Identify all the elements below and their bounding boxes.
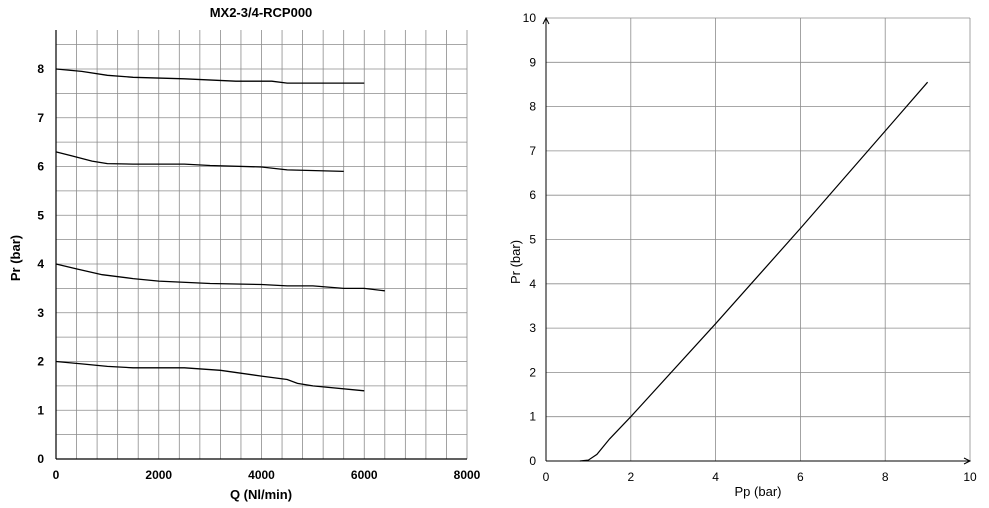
left-chart-x-tick-labels: 0 2000 4000 6000 8000 bbox=[53, 468, 481, 482]
right-y-tick-label: 9 bbox=[529, 55, 536, 69]
left-y-tick-label: 6 bbox=[37, 160, 44, 174]
right-y-tick-label: 0 bbox=[529, 454, 536, 468]
right-x-tick-label: 10 bbox=[963, 470, 977, 484]
left-chart-grid bbox=[55, 30, 468, 459]
left-chart-y-axis-label: Pr (bar) bbox=[8, 235, 23, 281]
right-chart-x-axis-label: Pp (bar) bbox=[735, 484, 782, 499]
right-chart-axes bbox=[542, 16, 972, 465]
right-y-axis-arrow bbox=[542, 16, 550, 25]
right-x-tick-label: 0 bbox=[543, 470, 550, 484]
left-chart-lines bbox=[55, 68, 385, 392]
right-y-tick-label: 3 bbox=[529, 321, 536, 335]
left-series-line bbox=[55, 360, 365, 392]
right-y-tick-label: 7 bbox=[529, 144, 536, 158]
left-y-tick-label: 7 bbox=[37, 111, 44, 125]
left-y-tick-label: 1 bbox=[37, 403, 44, 417]
left-y-tick-label: 0 bbox=[37, 452, 44, 466]
left-x-tick-label: 8000 bbox=[454, 468, 481, 482]
left-chart-title: MX2-3/4-RCP000 bbox=[210, 5, 313, 20]
right-y-tick-label: 6 bbox=[529, 188, 536, 202]
right-y-tick-label: 4 bbox=[529, 277, 536, 291]
left-chart-y-tick-labels: 0 1 2 3 4 5 6 7 8 bbox=[37, 62, 44, 466]
right-chart-y-tick-labels: 0 1 2 3 4 5 6 7 8 9 10 bbox=[523, 11, 537, 468]
right-chart-x-tick-labels: 0 2 4 6 8 10 bbox=[543, 470, 977, 484]
left-x-tick-label: 2000 bbox=[145, 468, 172, 482]
left-y-tick-label: 2 bbox=[37, 355, 44, 369]
right-x-tick-label: 6 bbox=[797, 470, 804, 484]
left-y-tick-label: 5 bbox=[37, 208, 44, 222]
left-x-tick-label: 6000 bbox=[351, 468, 378, 482]
right-y-tick-label: 8 bbox=[529, 100, 536, 114]
left-x-tick-label: 0 bbox=[53, 468, 60, 482]
right-chart: 0 2 4 6 8 10 0 1 2 3 4 5 6 7 8 9 10 Pp (bar) Pr (bar) bbox=[508, 11, 977, 499]
left-series-line bbox=[55, 151, 344, 173]
right-x-tick-label: 2 bbox=[627, 470, 634, 484]
right-y-tick-label: 10 bbox=[523, 11, 537, 25]
left-chart-axes bbox=[55, 30, 467, 460]
right-series-line bbox=[579, 81, 929, 462]
right-x-tick-label: 4 bbox=[712, 470, 719, 484]
left-y-tick-label: 3 bbox=[37, 306, 44, 320]
right-y-tick-label: 2 bbox=[529, 365, 536, 379]
left-y-tick-label: 8 bbox=[37, 62, 44, 76]
left-y-tick-label: 4 bbox=[37, 257, 44, 271]
left-series-line bbox=[55, 68, 365, 84]
left-x-tick-label: 4000 bbox=[248, 468, 275, 482]
left-chart: MX2-3/4-RCP000 0 2000 4000 6000 8000 0 1 2 3 4 5 6… bbox=[8, 5, 481, 502]
right-x-axis-arrow bbox=[963, 457, 972, 465]
right-chart-lines bbox=[579, 81, 929, 462]
right-chart-y-axis-label: Pr (bar) bbox=[508, 240, 523, 284]
left-chart-x-axis-label: Q (Nl/min) bbox=[230, 487, 292, 502]
right-y-tick-label: 5 bbox=[529, 233, 536, 247]
right-y-tick-label: 1 bbox=[529, 410, 536, 424]
right-x-tick-label: 8 bbox=[882, 470, 889, 484]
right-chart-grid bbox=[546, 17, 971, 461]
left-series-line bbox=[55, 263, 385, 292]
